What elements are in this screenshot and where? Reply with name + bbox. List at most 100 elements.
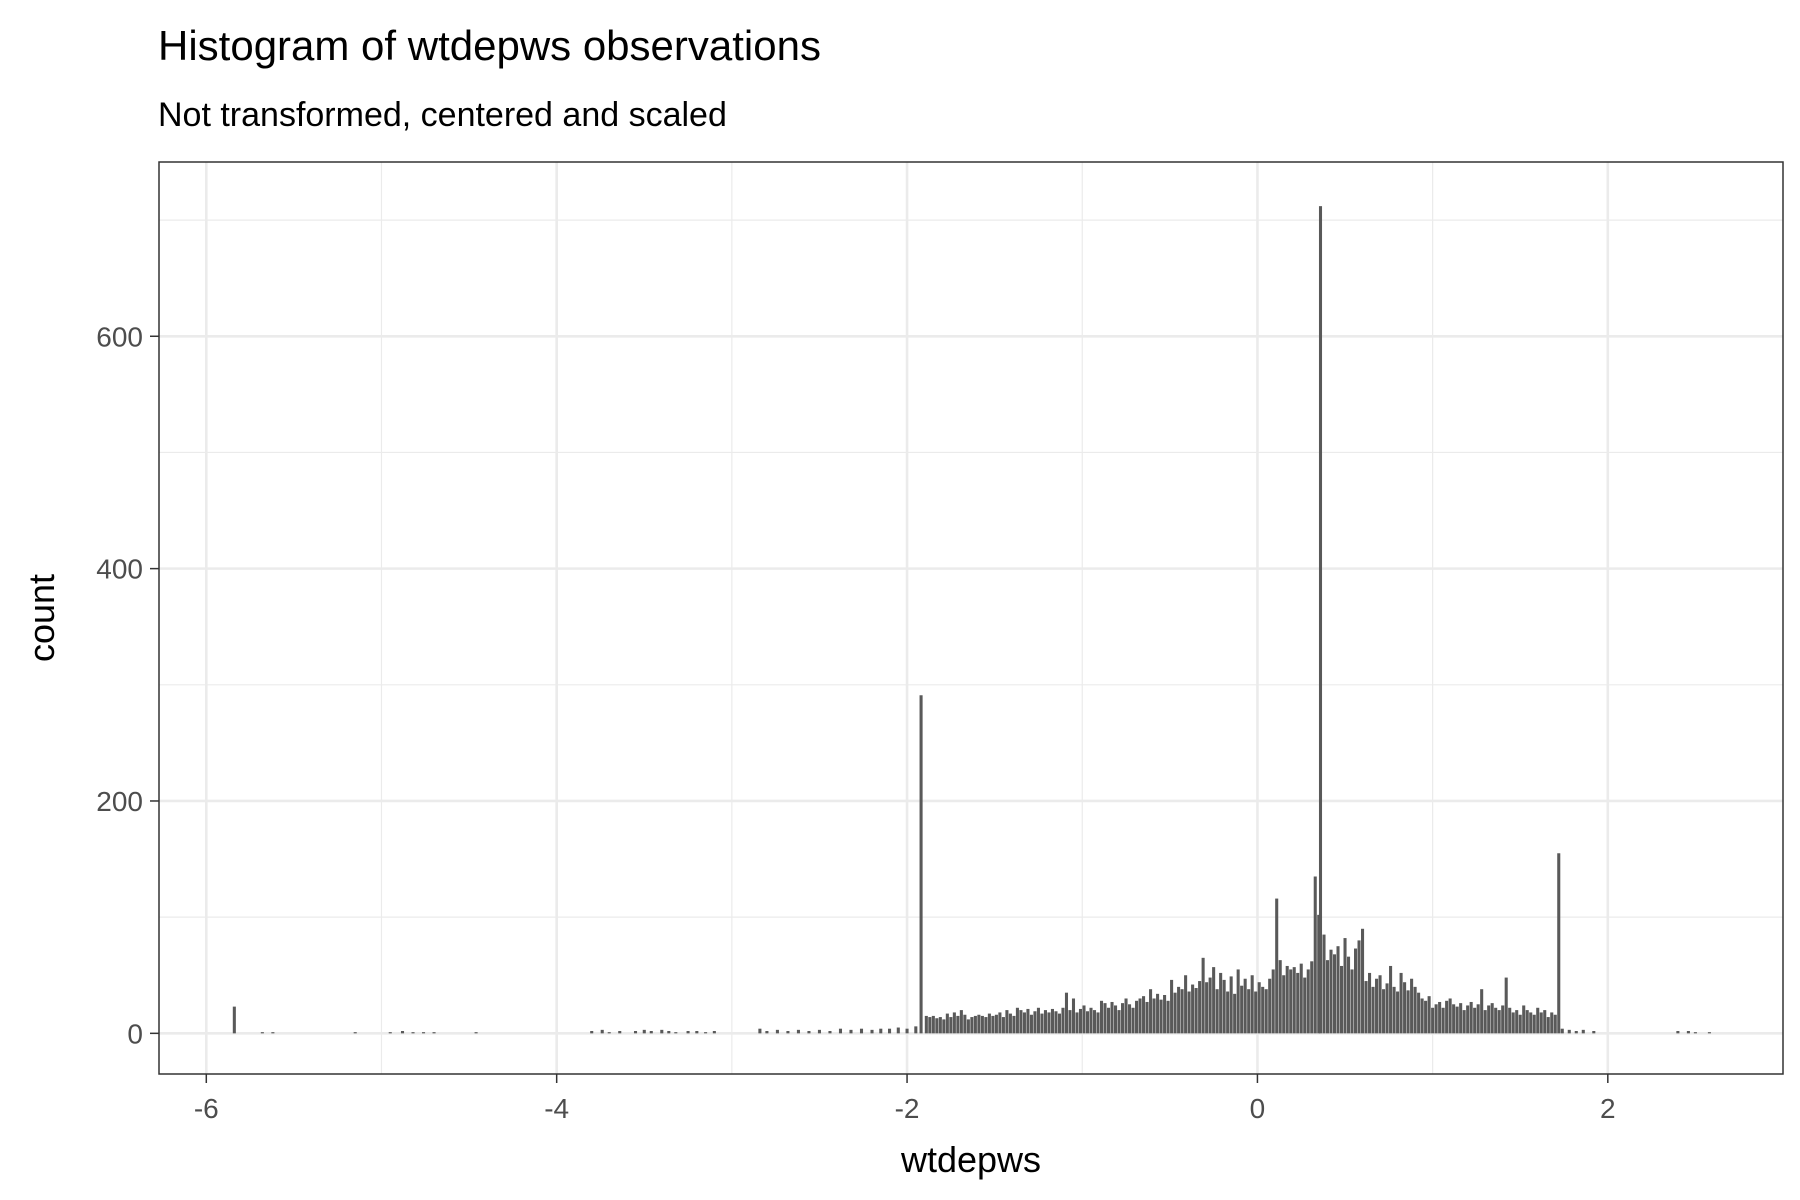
histogram-bar (1036, 1007, 1040, 1034)
histogram-bar (1581, 1029, 1585, 1034)
histogram-bar (838, 1028, 843, 1034)
histogram-bar (1254, 991, 1258, 1034)
histogram-bar (1389, 965, 1393, 1034)
histogram-bar (1497, 1010, 1501, 1034)
histogram-bar (260, 1032, 264, 1034)
histogram-bar (1142, 996, 1146, 1034)
histogram-bar (1103, 1003, 1107, 1034)
histogram-bar (1138, 998, 1142, 1034)
histogram-bar (1361, 928, 1365, 1034)
histogram-bar (998, 1012, 1002, 1034)
histogram-bar (1592, 1031, 1596, 1034)
histogram-bar (400, 1031, 405, 1034)
histogram-bar (786, 1031, 790, 1034)
histogram-bar (1177, 986, 1181, 1034)
histogram-bar (1543, 1010, 1547, 1034)
histogram-bar (765, 1031, 769, 1034)
histogram-bar (1054, 1011, 1058, 1034)
histogram-bar (1026, 1008, 1030, 1034)
histogram-bar (1310, 961, 1314, 1034)
histogram-bar (1015, 1007, 1019, 1034)
histogram-bar (353, 1032, 357, 1034)
histogram-bar (966, 1019, 970, 1034)
histogram-bar (1336, 946, 1340, 1034)
histogram-bar (660, 1029, 664, 1034)
histogram-bar (1247, 989, 1251, 1034)
histogram-bar (1322, 934, 1326, 1034)
x-tick-label: 2 (1600, 1093, 1616, 1124)
histogram-bar (1050, 1008, 1054, 1034)
histogram-bar (1410, 978, 1414, 1034)
histogram-bar (667, 1031, 671, 1034)
histogram-bar (411, 1032, 415, 1034)
histogram-bar (712, 1031, 716, 1034)
histogram-bar (1494, 1007, 1498, 1034)
histogram-bar (1504, 977, 1508, 1034)
histogram-bar (1131, 1007, 1135, 1034)
histogram-bar (642, 1029, 646, 1034)
histogram-bar (1553, 1014, 1557, 1034)
histogram-bar (942, 1019, 946, 1034)
histogram-bar (828, 1031, 832, 1034)
histogram-bar (1313, 876, 1317, 1034)
histogram-bar (1676, 1031, 1680, 1034)
histogram-bar (1560, 1028, 1564, 1034)
histogram-bar (1518, 1014, 1522, 1034)
histogram-bar (973, 1015, 977, 1034)
histogram-bar (1420, 998, 1424, 1034)
histogram-bar (1243, 978, 1247, 1034)
histogram-bar (1268, 978, 1272, 1034)
x-axis-title: wtdepws (900, 1139, 1041, 1180)
histogram-bar (1135, 1000, 1139, 1034)
histogram-bar (1529, 1012, 1533, 1034)
histogram-bar (1184, 975, 1188, 1034)
histogram-bar (949, 1017, 953, 1034)
histogram-bar (1346, 956, 1351, 1034)
histogram-bar (1092, 1010, 1097, 1034)
histogram-bar (1292, 967, 1296, 1034)
histogram-bar (1261, 986, 1265, 1034)
histogram-bar (1078, 1008, 1083, 1034)
histogram-bar (1128, 1004, 1132, 1034)
histogram-bar (984, 1017, 988, 1034)
histogram-bar (1317, 914, 1321, 1034)
histogram-bar (1525, 1010, 1529, 1034)
histogram-bar (1278, 960, 1282, 1034)
histogram-bar (1438, 1001, 1442, 1034)
plot-panel-border (158, 161, 1784, 1075)
histogram-bar (1085, 1011, 1090, 1034)
histogram-bar (1166, 1000, 1170, 1034)
histogram-bar (1557, 853, 1561, 1034)
histogram-bar (870, 1029, 874, 1034)
histogram-bar (686, 1031, 690, 1034)
histogram-bar (649, 1031, 653, 1034)
histogram-bar (1392, 986, 1396, 1034)
histogram-bar (956, 1015, 960, 1034)
histogram-bar (859, 1028, 864, 1034)
x-tick-label: -6 (194, 1093, 219, 1124)
histogram-bar (1163, 994, 1167, 1034)
histogram-bar (1445, 1000, 1449, 1034)
histogram-bar (704, 1032, 708, 1034)
histogram-bar (1121, 1003, 1125, 1034)
histogram-bar (1459, 1003, 1463, 1034)
histogram-bar (1264, 989, 1268, 1034)
histogram-bar (817, 1029, 821, 1034)
histogram-bar (432, 1032, 436, 1034)
histogram-bar (1201, 957, 1205, 1034)
histogram-bar (1413, 986, 1417, 1034)
histogram-bar (1043, 1010, 1047, 1034)
histogram-bar (1152, 998, 1156, 1034)
histogram-bar (1396, 991, 1400, 1034)
histogram-bar (987, 1013, 991, 1034)
histogram-bar (924, 1015, 928, 1034)
histogram-bar (1222, 979, 1226, 1034)
histogram-bar (1375, 978, 1379, 1034)
histogram-bar (1487, 1005, 1491, 1034)
histogram-bar (1522, 1005, 1526, 1034)
chart-title: Histogram of wtdepws observations (158, 22, 821, 69)
histogram-bar (1480, 989, 1484, 1034)
histogram-bar (1271, 969, 1275, 1034)
histogram-bar (1191, 984, 1195, 1034)
histogram-bar (590, 1031, 594, 1034)
